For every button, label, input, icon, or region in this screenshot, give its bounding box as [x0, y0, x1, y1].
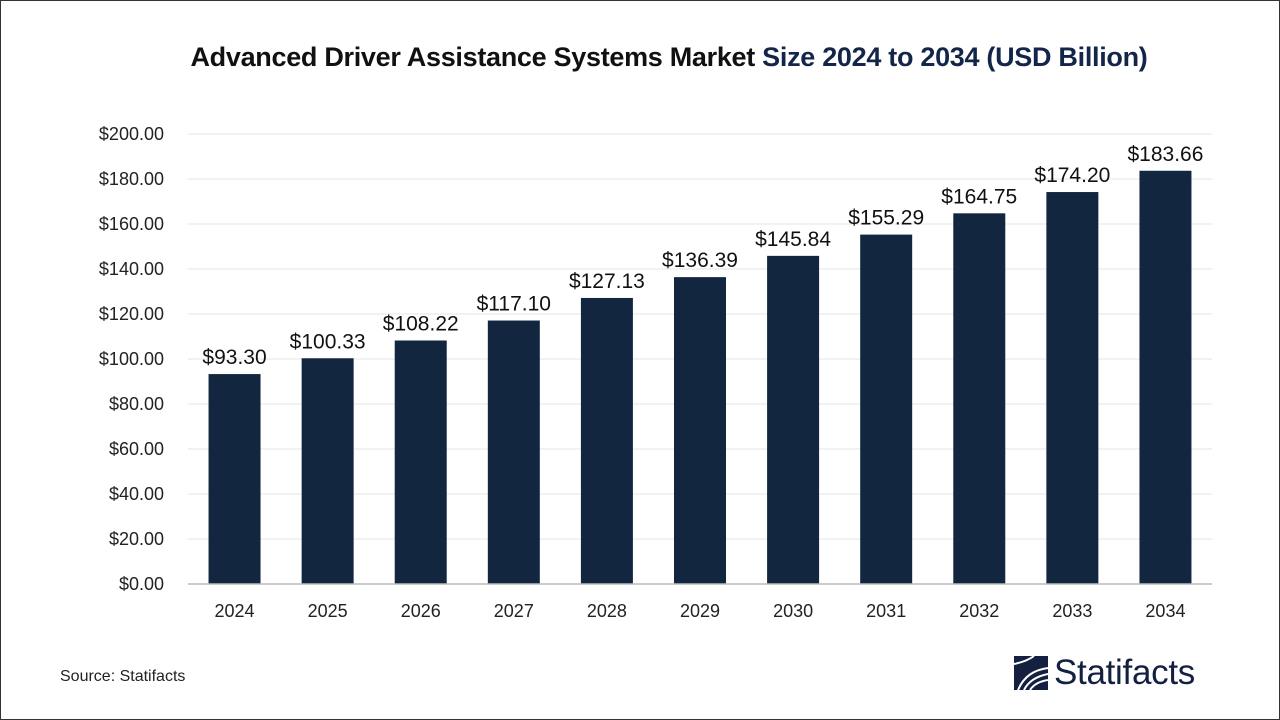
chart-title: Advanced Driver Assistance Systems Marke… — [0, 42, 1280, 73]
x-tick-label: 2034 — [1145, 601, 1185, 621]
y-tick-label: $120.00 — [99, 304, 164, 324]
bar-2024 — [208, 374, 261, 584]
y-tick-label: $160.00 — [99, 214, 164, 234]
bar-2026 — [394, 340, 447, 584]
title-part2: Size 2024 to 2034 (USD Billion) — [762, 42, 1148, 72]
data-label: $136.39 — [662, 249, 738, 272]
data-label: $183.66 — [1127, 143, 1203, 166]
y-tick-label: $140.00 — [99, 259, 164, 279]
bar-2025 — [301, 358, 354, 584]
statifacts-logo: Statifacts — [1014, 653, 1195, 693]
title-part1: Advanced Driver Assistance Systems Marke… — [190, 42, 763, 72]
bar-2033 — [1046, 192, 1099, 585]
logo-waves-icon — [1014, 656, 1048, 690]
source-note: Source: Statifacts — [60, 668, 186, 685]
x-tick-label: 2026 — [401, 601, 441, 621]
y-tick-label: $40.00 — [109, 484, 164, 504]
bar-2027 — [487, 320, 540, 584]
data-label: $145.84 — [755, 228, 831, 251]
data-label: $108.22 — [383, 313, 459, 336]
bar-2034 — [1139, 170, 1192, 584]
y-tick-label: $100.00 — [99, 349, 164, 369]
y-tick-label: $80.00 — [109, 394, 164, 414]
y-tick-label: $180.00 — [99, 169, 164, 189]
x-tick-label: 2024 — [215, 601, 255, 621]
bar-2031 — [860, 234, 913, 584]
data-label: $155.29 — [848, 207, 924, 230]
data-label: $117.10 — [477, 293, 551, 316]
y-tick-label: $20.00 — [109, 529, 164, 549]
x-tick-label: 2031 — [866, 601, 906, 621]
x-tick-label: 2027 — [494, 601, 534, 621]
x-tick-label: 2030 — [773, 601, 813, 621]
y-tick-label: $60.00 — [109, 439, 164, 459]
x-tick-label: 2025 — [308, 601, 348, 621]
data-label: $174.20 — [1034, 164, 1110, 187]
logo-text: Statifacts — [1054, 653, 1195, 692]
data-label: $100.33 — [290, 330, 366, 353]
data-label: $93.30 — [202, 346, 266, 369]
bar-2032 — [953, 213, 1006, 584]
x-tick-label: 2029 — [680, 601, 720, 621]
x-tick-label: 2032 — [959, 601, 999, 621]
y-tick-label: $0.00 — [119, 574, 164, 594]
bar-2028 — [580, 297, 633, 584]
data-label: $164.75 — [941, 185, 1017, 208]
data-label: $127.13 — [569, 270, 645, 293]
bar-2029 — [674, 277, 726, 584]
x-tick-label: 2033 — [1052, 601, 1092, 621]
bar-2030 — [767, 255, 820, 585]
y-tick-label: $200.00 — [99, 124, 164, 144]
x-tick-label: 2028 — [587, 601, 627, 621]
